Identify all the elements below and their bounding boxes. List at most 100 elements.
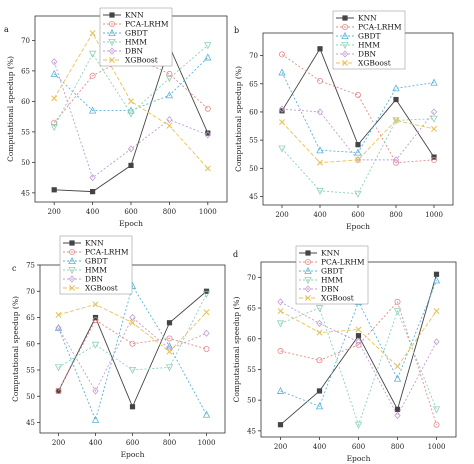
data-point — [277, 422, 284, 428]
legend-entry: KNN — [85, 239, 104, 248]
y-tick-label: 55 — [247, 366, 256, 374]
legend-entry: HMM — [125, 38, 147, 47]
data-point — [166, 116, 173, 124]
data-point — [430, 115, 438, 123]
series-line — [58, 290, 207, 408]
data-point — [315, 402, 324, 410]
y-tick-label: 65 — [26, 314, 35, 322]
series-line — [281, 54, 435, 164]
data-point — [128, 98, 134, 105]
legend-marker — [341, 31, 349, 39]
y-tick-label: 55 — [21, 128, 30, 136]
y-tick-label: 65 — [21, 67, 30, 75]
legend-marker — [109, 12, 115, 18]
y-tick-label: 65 — [249, 80, 258, 88]
chart-panel-b: 200 400 600 800 1000 45 50 55 60 65 70 Epoch Computa… — [234, 10, 454, 231]
series-hmm — [50, 42, 212, 132]
legend-entry: PCA-LRHM — [85, 248, 129, 257]
data-point — [393, 374, 402, 382]
data-point — [128, 162, 134, 169]
data-point — [88, 50, 97, 58]
data-point — [203, 345, 210, 352]
y-tick-label: 70 — [247, 274, 256, 282]
data-point — [433, 421, 440, 428]
data-point — [55, 324, 62, 332]
series-dbn — [51, 58, 211, 182]
legend-entry: HMM — [85, 266, 107, 275]
data-point — [202, 290, 211, 298]
legend-marker — [69, 248, 76, 255]
x-tick-label: 600 — [351, 211, 364, 219]
legend-entry: GBDT — [125, 29, 148, 38]
data-point — [354, 421, 363, 429]
legend-marker — [342, 15, 348, 21]
legend-entry: DBN — [358, 50, 377, 59]
x-tick-label: 1000 — [425, 211, 443, 219]
x-tick-label: 1000 — [428, 443, 446, 451]
series-line — [280, 301, 437, 425]
series-line — [54, 45, 209, 193]
data-point — [129, 313, 136, 322]
data-point — [392, 84, 400, 92]
data-point — [279, 108, 285, 114]
legend-marker — [305, 250, 311, 256]
data-point — [50, 69, 58, 77]
data-point — [128, 366, 137, 375]
data-point — [355, 338, 362, 346]
y-tick-label: 65 — [247, 305, 256, 313]
series-xgboost — [51, 30, 211, 172]
panel-label: a — [4, 25, 9, 34]
data-point — [317, 46, 323, 52]
series-xgboost — [279, 117, 437, 166]
data-point — [92, 317, 99, 324]
data-point — [278, 145, 286, 153]
y-tick-label: 50 — [26, 393, 35, 401]
data-point — [166, 70, 173, 77]
legend-entry: DBN — [321, 285, 340, 294]
data-point — [166, 335, 173, 342]
y-tick-label: 60 — [21, 98, 30, 106]
data-point — [54, 364, 63, 372]
data-point — [277, 348, 284, 355]
data-point — [316, 187, 324, 195]
data-point — [355, 142, 361, 148]
data-point — [277, 308, 284, 315]
data-point — [204, 42, 212, 50]
legend-entry: XGBoost — [321, 294, 354, 303]
data-point — [202, 410, 211, 418]
data-point — [354, 190, 362, 198]
data-point — [89, 72, 96, 79]
x-tick-label: 1000 — [199, 208, 217, 216]
y-axis-label: Computational speedup (%) — [234, 66, 243, 172]
data-point — [129, 319, 136, 326]
series-gbdt — [54, 281, 211, 423]
series-gbdt — [278, 68, 438, 156]
panel-label: c — [12, 264, 17, 273]
legend-marker — [68, 256, 76, 265]
data-point — [355, 326, 362, 333]
series-line — [281, 72, 435, 154]
data-point — [432, 406, 441, 414]
chart-panel-d: 200 400 600 800 1000 45 50 55 60 65 70 Epoch Computa… — [232, 245, 457, 463]
legend-marker — [109, 20, 116, 27]
y-tick-label: 60 — [26, 340, 35, 348]
data-point — [204, 165, 211, 172]
data-point — [51, 58, 58, 66]
series-line — [58, 284, 207, 422]
series-line — [53, 61, 208, 179]
data-point — [316, 329, 323, 336]
series-knn — [277, 271, 440, 428]
legend-entry: XGBoost — [85, 284, 118, 293]
series-gbdt — [50, 53, 212, 114]
data-point — [278, 105, 286, 113]
y-tick-label: 70 — [26, 288, 35, 296]
series-line — [58, 303, 207, 353]
legend-marker — [68, 275, 76, 283]
data-point — [89, 30, 96, 37]
x-tick-label: 400 — [89, 439, 102, 447]
data-point — [316, 146, 324, 154]
data-point — [316, 388, 323, 394]
x-axis-label: Epoch — [119, 219, 143, 228]
legend-entry: DBN — [85, 275, 104, 284]
